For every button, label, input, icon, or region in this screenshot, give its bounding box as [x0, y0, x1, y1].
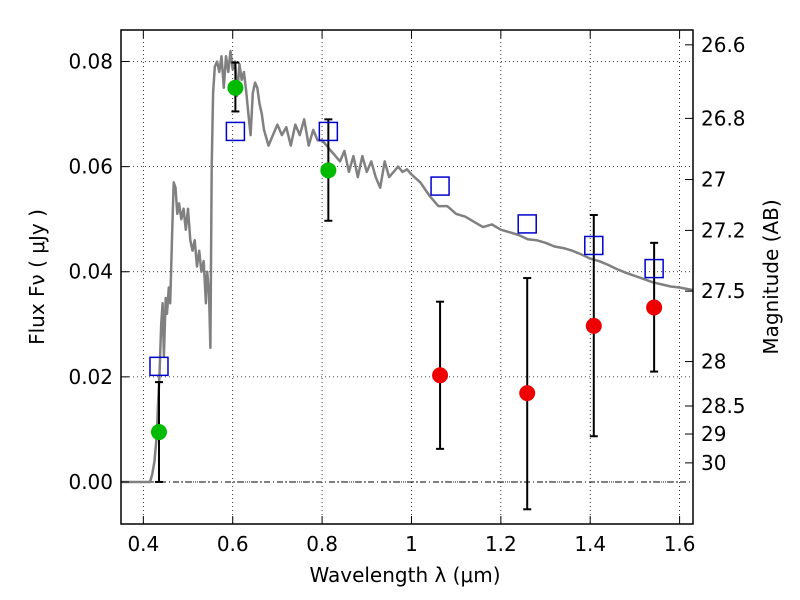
y2-axis-title: Magnitude (AB) — [759, 199, 783, 354]
model-square-point — [584, 235, 604, 256]
red-data-point — [432, 367, 449, 384]
mag-tick-label: 28 — [701, 350, 726, 374]
x-tick-label: 1 — [405, 532, 418, 556]
mag-tick-label: 29 — [701, 422, 726, 446]
plot-area — [121, 49, 694, 511]
sed-model-line — [121, 49, 694, 484]
green-data-point — [227, 79, 244, 96]
red-data-point — [585, 317, 602, 334]
mag-tick-label: 26.6 — [701, 33, 746, 57]
red-data-point — [646, 299, 663, 316]
x-axis-title: Wavelength λ (μm) — [309, 563, 500, 587]
y-tick-label: 0.04 — [68, 260, 113, 284]
x-tick-label: 1.4 — [574, 532, 606, 556]
model-square-point — [517, 214, 537, 234]
x-tick-label: 0.6 — [217, 532, 249, 556]
model-square-point — [225, 121, 246, 142]
mag-tick-label: 27 — [701, 168, 726, 192]
model-square-point — [318, 121, 339, 142]
red-data-point — [519, 385, 536, 402]
mag-tick-label: 27.5 — [701, 279, 746, 303]
y-tick-label: 0.06 — [68, 155, 113, 179]
plot-frame — [120, 29, 694, 525]
y-axis-title: Flux Fν ( μJy ) — [25, 209, 49, 345]
x-tick-label: 0.4 — [127, 532, 159, 556]
model-square-point — [149, 356, 169, 377]
mag-tick-label: 30 — [701, 451, 726, 475]
mag-tick-label: 27.2 — [701, 218, 746, 242]
x-tick-label: 1.6 — [664, 532, 696, 556]
y-tick-label: 0.02 — [68, 365, 113, 389]
x-tick-label: 1.2 — [485, 532, 517, 556]
y-tick-label: 0.08 — [68, 50, 113, 74]
y-tick-label: 0.00 — [68, 470, 113, 494]
grid-lines — [121, 30, 693, 524]
model-square-point — [430, 176, 450, 196]
model-square-point — [644, 258, 664, 279]
green-data-point — [320, 162, 337, 179]
x-tick-label: 0.8 — [306, 532, 338, 556]
mag-tick-label: 26.8 — [701, 106, 746, 130]
axes: 0.4 0.6 0.8 1 1.2 1.4 1.6 0.00 0.02 0.04 0.06 0.08 2… — [68, 30, 746, 556]
mag-tick-label: 28.5 — [701, 394, 746, 418]
green-data-point — [150, 424, 167, 441]
